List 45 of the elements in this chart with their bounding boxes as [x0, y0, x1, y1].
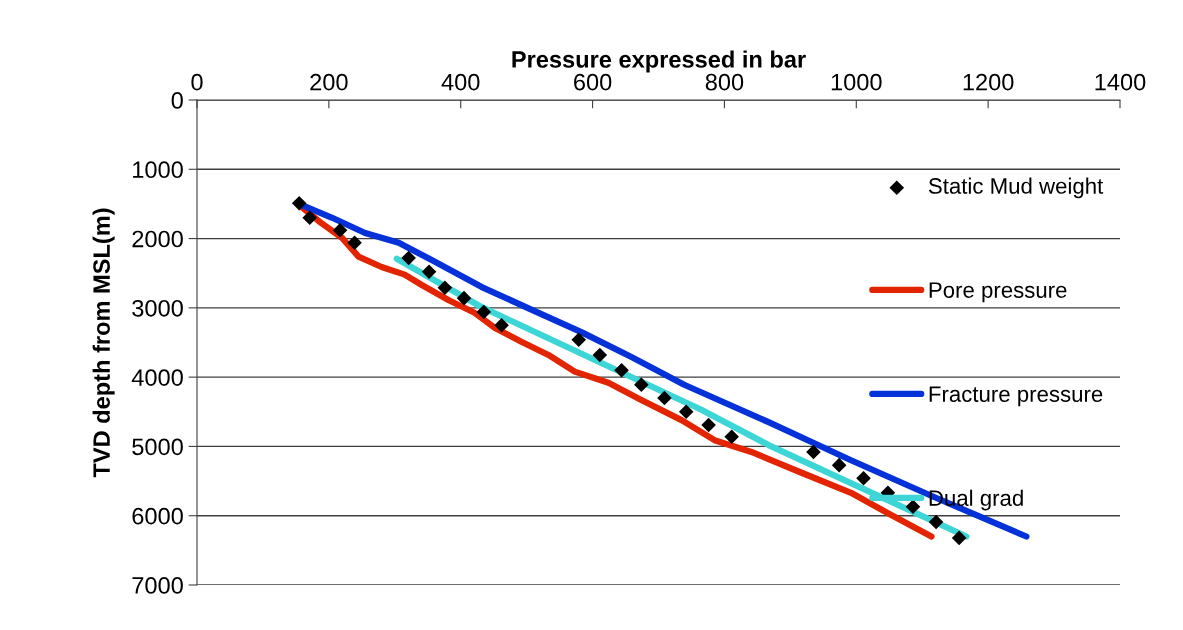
point: [494, 317, 509, 333]
point: [806, 444, 821, 460]
y-tick-label: 3000: [132, 299, 183, 317]
point: [571, 332, 587, 348]
y-tick-label: 1000: [133, 161, 183, 179]
x-tick-label: 1200: [963, 73, 1014, 91]
point: [856, 471, 871, 486]
x-tick-label: 200: [310, 73, 348, 91]
y-axis-title: TVD depth from MSL(m): [92, 208, 115, 478]
point: [928, 514, 944, 530]
legend-label: Fracture pressure: [929, 386, 1103, 407]
y-tick-label: 0: [171, 92, 183, 109]
legend-label: Static Mud weight: [928, 177, 1104, 199]
point: [291, 195, 307, 211]
point: [951, 530, 967, 546]
point: [421, 264, 437, 280]
point: [634, 377, 649, 393]
point: [401, 250, 416, 266]
point: [476, 304, 492, 320]
x-tick-label: 800: [705, 73, 744, 91]
point: [831, 457, 847, 473]
x-tick-label: 0: [191, 73, 203, 91]
point: [614, 362, 629, 378]
point: [905, 499, 921, 514]
y-tick-label: 6000: [132, 507, 183, 525]
point: [456, 290, 472, 306]
x-tick-label: 600: [574, 73, 612, 91]
x-tick-label: 400: [441, 73, 480, 91]
y-tick-label: 7000: [132, 577, 183, 594]
point: [657, 390, 672, 406]
x-axis-title: Pressure expressed in bar: [512, 50, 806, 73]
point: [332, 222, 348, 238]
y-tick-label: 5000: [132, 438, 183, 456]
point: [592, 347, 608, 363]
point: [347, 235, 362, 251]
point: [302, 210, 318, 226]
y-tick-label: 2000: [132, 230, 183, 248]
x-tick-label: 1000: [831, 73, 882, 91]
point: [678, 404, 694, 420]
legend-label: Pore pressure: [929, 282, 1067, 303]
y-tick-label: 4000: [131, 369, 183, 386]
point: [437, 280, 453, 296]
point: [701, 417, 716, 433]
x-tick-label: 1400: [1095, 73, 1146, 91]
point: [724, 429, 739, 445]
